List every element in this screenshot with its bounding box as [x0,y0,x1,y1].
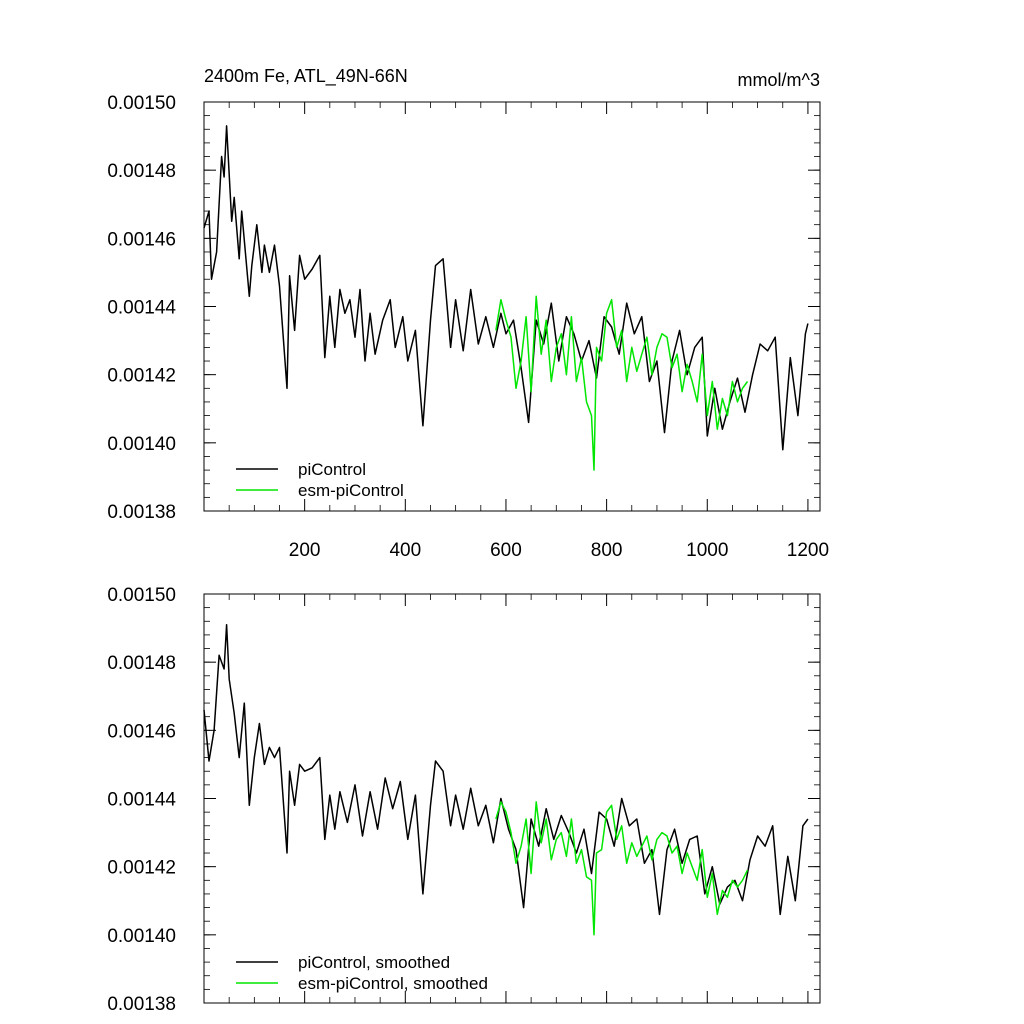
top-x-ticks: 200 400 600 800 1000 1200 [228,102,829,561]
top-legend: piControl esm-piControl [236,460,404,500]
legend-label-esm-piControl: esm-piControl [298,481,404,500]
top-y-ticks: 0.00138 0.00140 0.00142 0.00144 0.00146 0.001… [107,93,820,523]
top-x-tick-label: 400 [389,540,421,561]
legend-label-piControl: piControl [298,460,366,479]
series-line-picontrol-smoothed [203,623,809,916]
top-x-tick-label: 200 [289,540,321,561]
bottom-y-ticks: 0.00138 0.00140 0.00142 0.00144 0.00146 0.001… [107,585,820,1015]
top-panel-title: 2400m Fe, ATL_49N-66N [204,66,408,87]
bottom-y-tick-label: 0.00142 [107,858,176,879]
legend-label-esm-piControl-smoothed: esm-piControl, smoothed [298,974,488,993]
series-line-picontrol [203,125,809,451]
bottom-plot-frame [203,593,821,1004]
bottom-x-ticks [228,594,809,1003]
top-y-tick-label: 0.00142 [107,366,176,387]
series-line-esm-picontrol [495,295,749,471]
series-line-esm-picontrol-smoothed [495,801,749,936]
top-y-tick-label: 0.00150 [107,93,176,114]
top-x-tick-label: 600 [490,540,522,561]
bottom-panel: 0.00138 0.00140 0.00142 0.00144 0.00146 0.001… [107,585,821,1015]
top-y-tick-label: 0.00146 [107,229,176,250]
top-y-tick-label: 0.00140 [107,434,176,455]
bottom-y-tick-label: 0.00148 [107,653,176,674]
bottom-y-tick-label: 0.00146 [107,721,176,742]
top-y-tick-label: 0.00144 [107,298,176,319]
top-x-tick-label: 1200 [787,540,829,561]
bottom-y-tick-label: 0.00140 [107,926,176,947]
top-panel-units: mmol/m^3 [738,70,820,90]
top-y-tick-label: 0.00148 [107,161,176,182]
bottom-series [203,623,809,936]
bottom-y-tick-label: 0.00138 [107,994,176,1015]
top-series [203,125,809,471]
bottom-y-tick-label: 0.00150 [107,585,176,606]
top-x-tick-label: 1000 [686,540,728,561]
bottom-legend: piControl, smoothed esm-piControl, smoot… [236,953,488,993]
top-panel: 2400m Fe, ATL_49N-66N mmol/m^3 0.001380.… [107,66,829,561]
top-x-tick-label: 800 [591,540,623,561]
top-y-tick-label: 0.00138 [107,502,176,523]
bottom-y-tick-label: 0.00144 [107,790,176,811]
legend-label-piControl-smoothed: piControl, smoothed [298,953,450,972]
